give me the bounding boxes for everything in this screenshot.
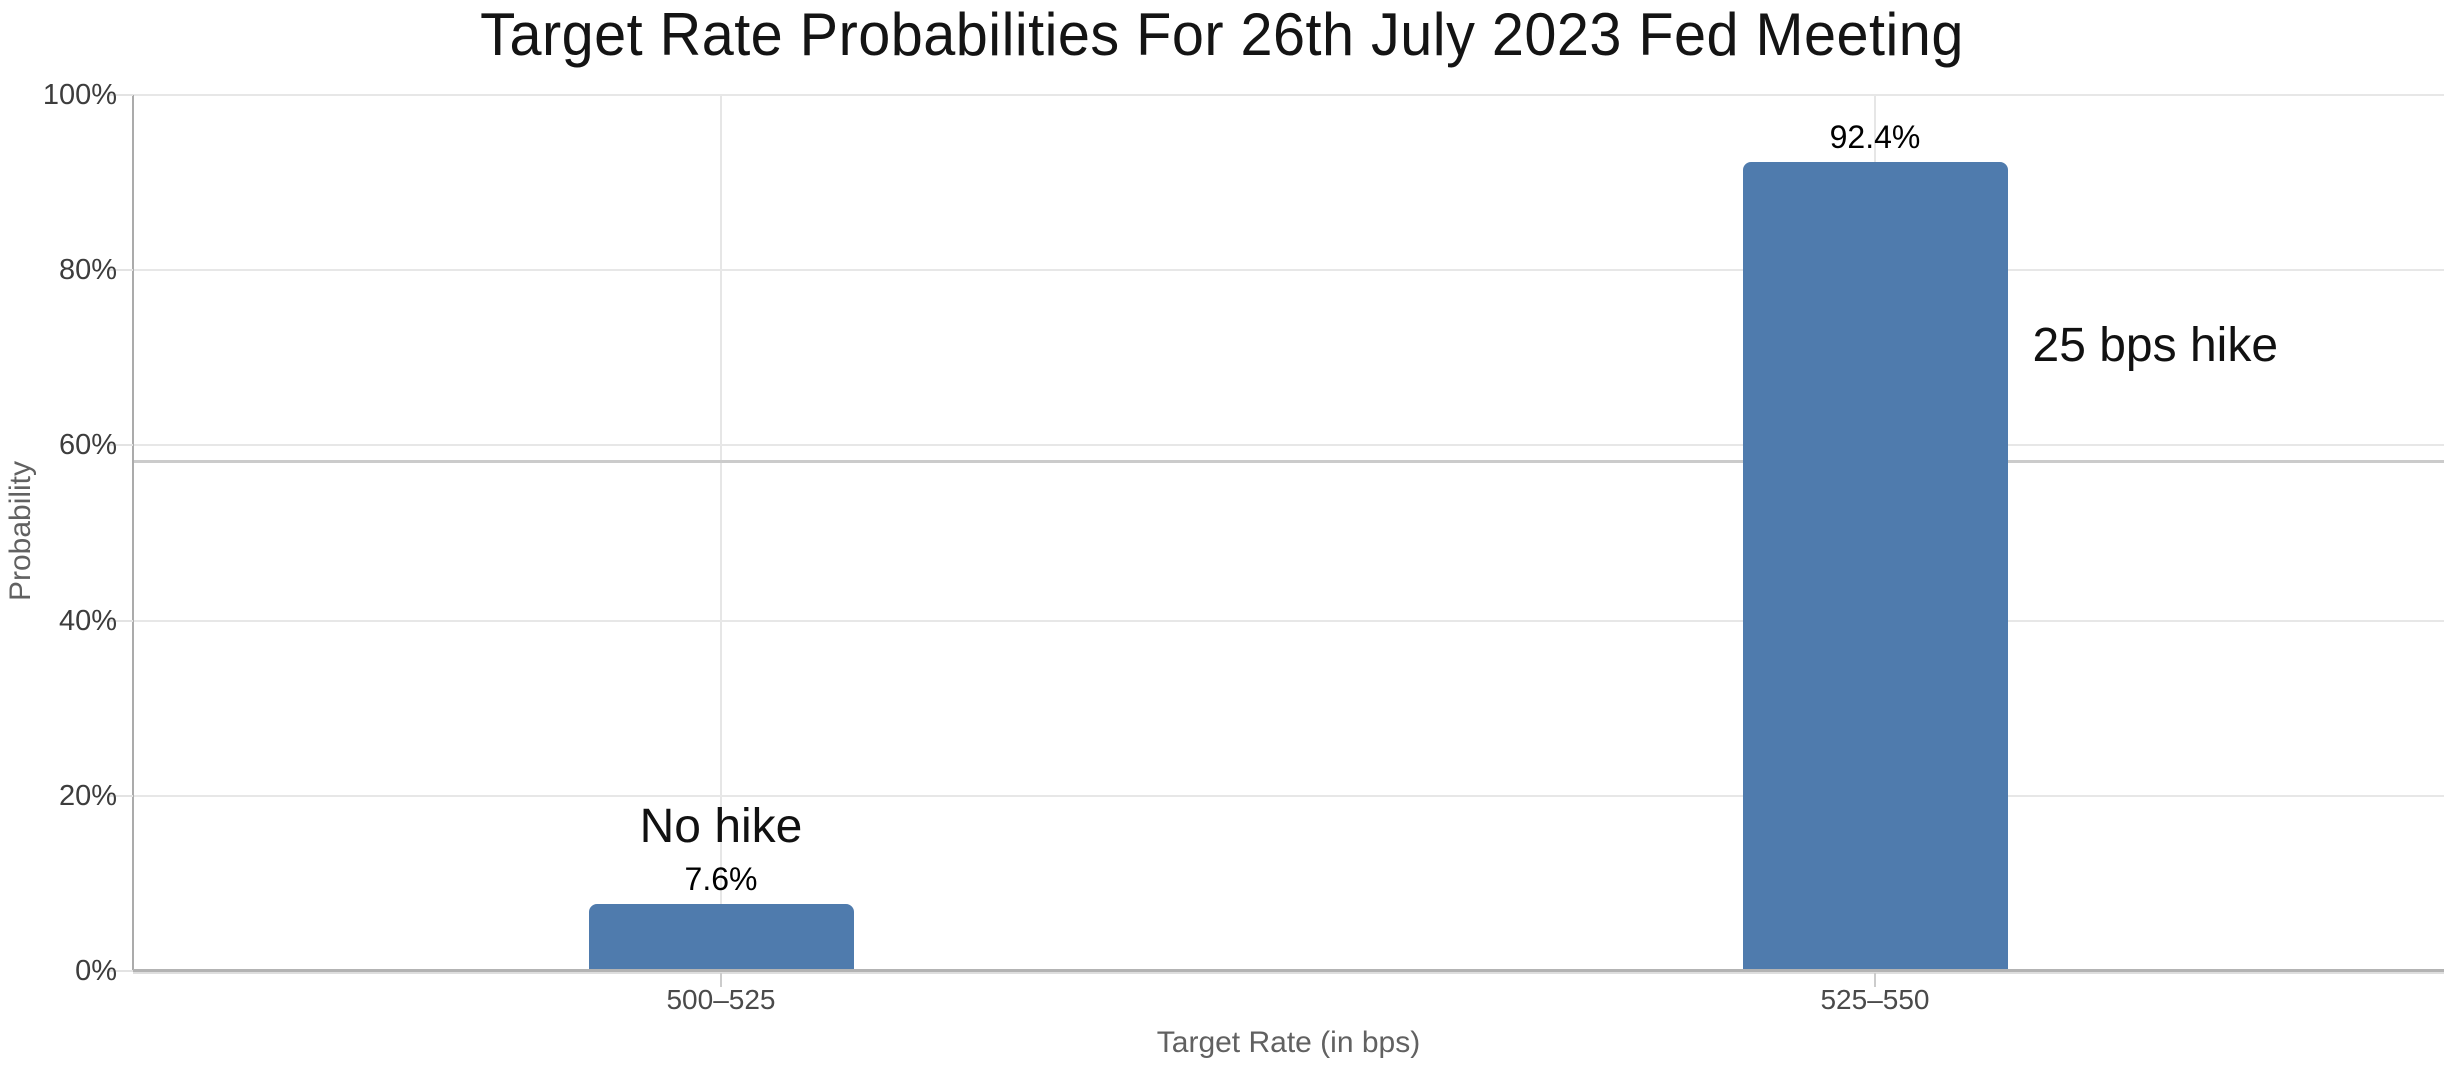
- y-gridline: [133, 619, 2444, 622]
- y-gridline: [133, 444, 2444, 447]
- chart-title: Target Rate Probabilities For 26th July …: [480, 1, 1964, 68]
- bar-500–525: [588, 904, 854, 971]
- bar-value-label: 92.4%: [1829, 118, 1921, 155]
- annotation-no-hike: No hike: [639, 800, 803, 854]
- y-tick-label: 80%: [58, 254, 117, 287]
- y-tick: [108, 794, 133, 797]
- x-tick: [720, 973, 722, 987]
- bar-525–550: [1742, 161, 2008, 971]
- y-axis-spine: [132, 95, 134, 971]
- y-tick-label: 0%: [75, 955, 117, 987]
- x-tick-label: 525–550: [1820, 984, 1930, 1015]
- y-tick: [108, 970, 133, 972]
- y-tick: [108, 94, 133, 96]
- x-axis-title: Target Rate (in bps): [1156, 1026, 1421, 1059]
- y-tick-label: 40%: [58, 604, 117, 637]
- y-tick: [108, 444, 133, 447]
- x-tick: [1874, 973, 1876, 987]
- x-axis-line: [133, 969, 2444, 974]
- bar-value-label: 7.6%: [684, 861, 758, 898]
- y-gridline: [133, 269, 2444, 272]
- y-tick-label: 20%: [58, 779, 117, 812]
- y-tick-label: 60%: [58, 429, 117, 462]
- y-gridline: [133, 94, 2444, 96]
- y-tick-label: 100%: [42, 79, 117, 111]
- image-seam-line: [133, 460, 2444, 463]
- y-gridline: [133, 794, 2444, 797]
- x-tick-label: 500–525: [666, 984, 776, 1015]
- annotation-25-bps-hike: 25 bps hike: [2032, 319, 2279, 372]
- y-tick: [108, 619, 133, 622]
- plot-area: [133, 94, 2444, 971]
- category-gridline: [720, 95, 722, 971]
- y-tick: [108, 269, 133, 272]
